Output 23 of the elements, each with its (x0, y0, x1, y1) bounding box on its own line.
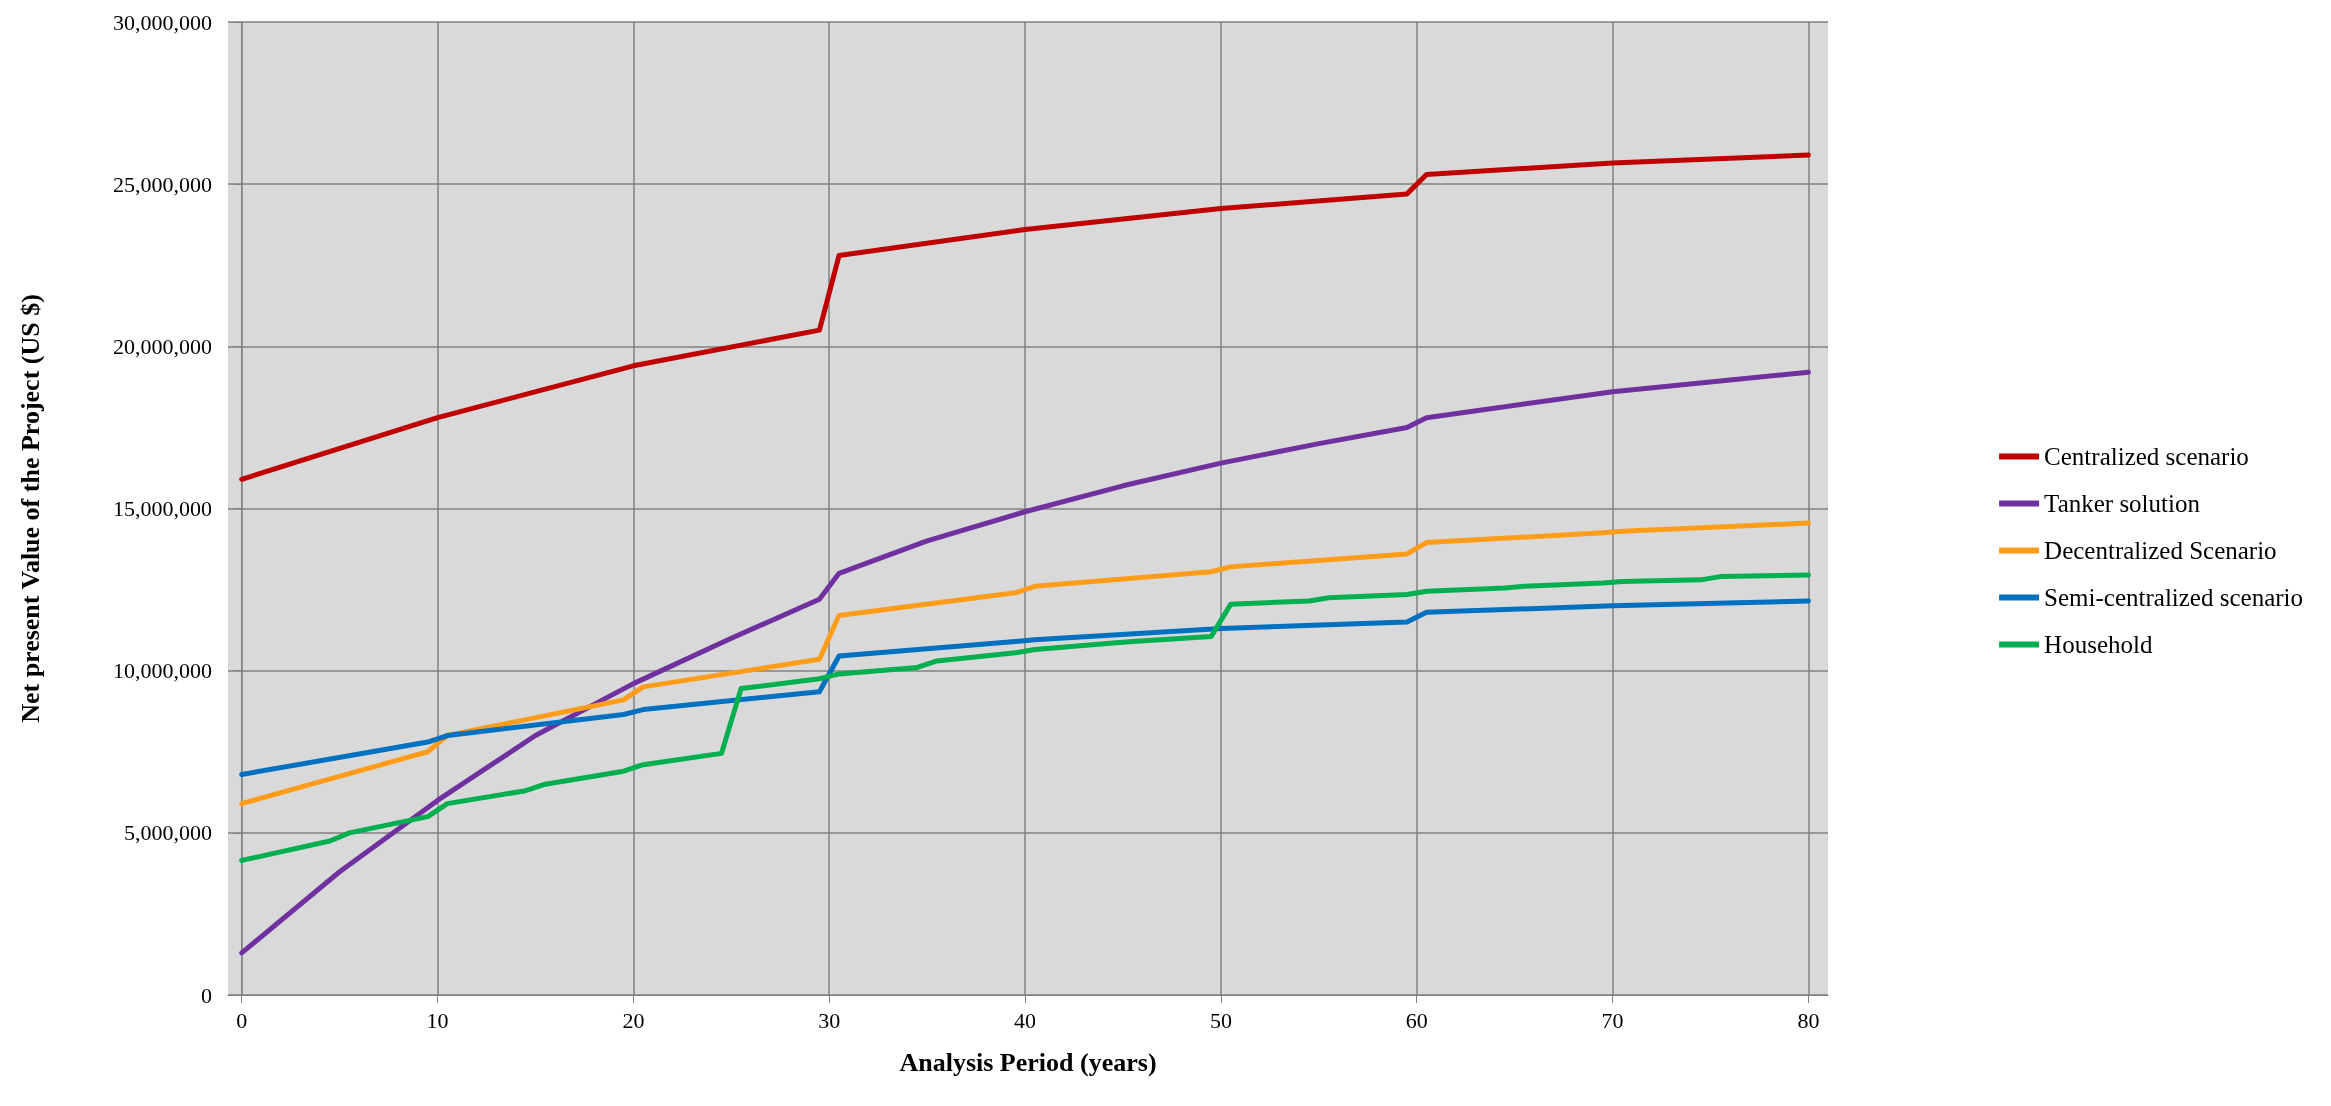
legend-label: Centralized scenario (2044, 443, 2249, 470)
y-axis-title: Net present Value of the Project (US $) (15, 294, 45, 723)
y-tick-label: 30,000,000 (113, 9, 212, 35)
x-tick-label: 60 (1405, 1007, 1428, 1033)
x-axis-title: Analysis Period (years) (899, 1047, 1157, 1077)
legend-label: Semi-centralized scenario (2044, 584, 2304, 611)
x-tick-label: 30 (818, 1007, 841, 1033)
x-tick-label: 10 (426, 1007, 449, 1033)
x-tick-label: 20 (622, 1007, 645, 1033)
y-tick-label: 25,000,000 (113, 171, 212, 197)
y-tick-label: 20,000,000 (113, 333, 212, 359)
x-tick-label: 0 (236, 1007, 248, 1033)
x-tick-label: 80 (1797, 1007, 1820, 1033)
x-tick-label: 40 (1014, 1007, 1037, 1033)
y-tick-label: 15,000,000 (113, 496, 212, 521)
legend-label: Decentralized Scenario (2044, 537, 2277, 564)
x-tick-label: 70 (1601, 1007, 1624, 1033)
y-tick-label: 0 (201, 982, 212, 1008)
legend-label: Household (2044, 631, 2153, 658)
x-tick-label: 50 (1209, 1007, 1232, 1033)
y-tick-label: 10,000,000 (113, 658, 212, 684)
y-tick-label: 5,000,000 (124, 820, 212, 846)
legend-label: Tanker solution (2044, 490, 2201, 517)
